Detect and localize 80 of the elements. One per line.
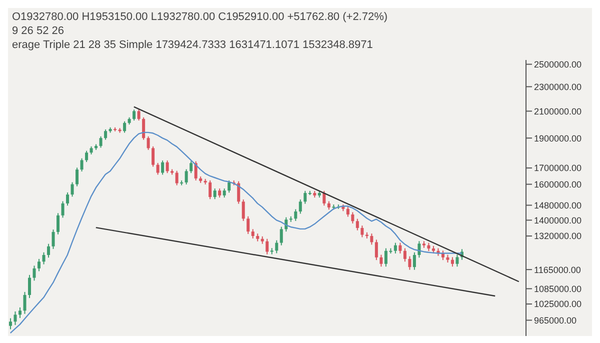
candlestick xyxy=(66,192,70,206)
candlestick xyxy=(403,248,406,262)
line-series xyxy=(10,132,462,334)
candlestick xyxy=(228,180,231,194)
candlestick xyxy=(132,109,136,122)
candlestick xyxy=(360,225,364,238)
candlestick xyxy=(356,218,359,231)
candlestick xyxy=(142,116,146,140)
candlestick xyxy=(450,256,454,268)
y-tick-label: 1085000.00 xyxy=(534,284,582,294)
candlestick xyxy=(322,190,326,206)
y-tick-label: 1165000.00 xyxy=(534,264,581,275)
candlestick xyxy=(394,242,397,254)
candlestick xyxy=(294,208,298,222)
candlestick xyxy=(380,254,383,268)
candlestick xyxy=(14,310,17,326)
candlestick xyxy=(218,188,222,198)
candlestick xyxy=(351,212,354,224)
candlestick xyxy=(194,160,198,181)
candlestick xyxy=(246,216,250,234)
candlestick xyxy=(346,206,350,218)
candlestick xyxy=(456,254,459,268)
candlestick xyxy=(213,188,216,200)
candlestick xyxy=(166,160,169,174)
candlestick xyxy=(76,167,79,187)
candlestick xyxy=(184,168,188,185)
y-tick-label: 965000.00 xyxy=(534,315,577,326)
candlestick xyxy=(18,306,22,318)
candlestick xyxy=(146,136,150,150)
text: O1932780.00 H1953150.00 L1932780.00 C1952910.00 +51762.80 (+2.72%) xyxy=(12,10,389,24)
candlestick xyxy=(61,200,64,218)
y-tick-label: 1900000.00 xyxy=(534,133,582,144)
candlestick xyxy=(137,109,140,122)
candlestick xyxy=(38,258,41,272)
y-tick-label: 2100000.00 xyxy=(534,106,582,116)
candlestick xyxy=(398,242,402,254)
candlestick xyxy=(56,212,60,235)
candlestick xyxy=(266,238,269,255)
candlestick xyxy=(251,228,254,239)
y-tick-label: 1025000.00 xyxy=(534,299,582,310)
y-tick-label: 1480000.00 xyxy=(534,200,582,210)
candlestick xyxy=(418,240,421,258)
candlestick xyxy=(42,252,46,265)
candlestick xyxy=(85,150,88,163)
candlestick xyxy=(152,146,155,168)
y-tick-label: 1320000.00 xyxy=(534,231,582,242)
candlestick xyxy=(175,170,178,186)
candlestick xyxy=(47,243,50,258)
candlestick xyxy=(370,233,374,246)
candlestick xyxy=(70,182,74,198)
candlestick xyxy=(52,229,55,250)
candlestick xyxy=(190,160,193,174)
candlestick xyxy=(104,128,108,140)
candlestick xyxy=(275,240,278,254)
candlestick xyxy=(156,162,160,176)
candlestick xyxy=(237,180,240,204)
text: 9 26 52 26 xyxy=(12,24,65,38)
candlestick xyxy=(298,198,302,214)
candlestick xyxy=(9,318,12,330)
candlestick xyxy=(32,265,36,282)
candlestick xyxy=(412,252,416,270)
candlestick xyxy=(123,120,126,134)
candlestick xyxy=(222,188,226,198)
candlestick xyxy=(304,190,307,204)
candlestick xyxy=(208,180,212,200)
text: erage Triple 21 28 35 Simple 1739424.7333 1631471.1071 1532348.8971 xyxy=(12,38,374,52)
y-tick-label: 1600000.00 xyxy=(534,179,582,190)
candlestick xyxy=(80,158,84,172)
y-tick-label: 2500000.00 xyxy=(534,59,582,70)
candlestick xyxy=(28,274,32,299)
candlestick xyxy=(280,226,283,246)
candlestick xyxy=(23,291,26,314)
candlestick xyxy=(242,198,245,222)
candlestick xyxy=(408,256,412,270)
y-tick-label: 1700000.00 xyxy=(534,163,582,174)
candlestick xyxy=(374,239,378,261)
y-tick-label: 1400000.00 xyxy=(534,215,582,226)
candlestick xyxy=(99,136,102,148)
candlestick xyxy=(161,160,164,176)
y-tick-label: 2300000.00 xyxy=(534,82,582,92)
